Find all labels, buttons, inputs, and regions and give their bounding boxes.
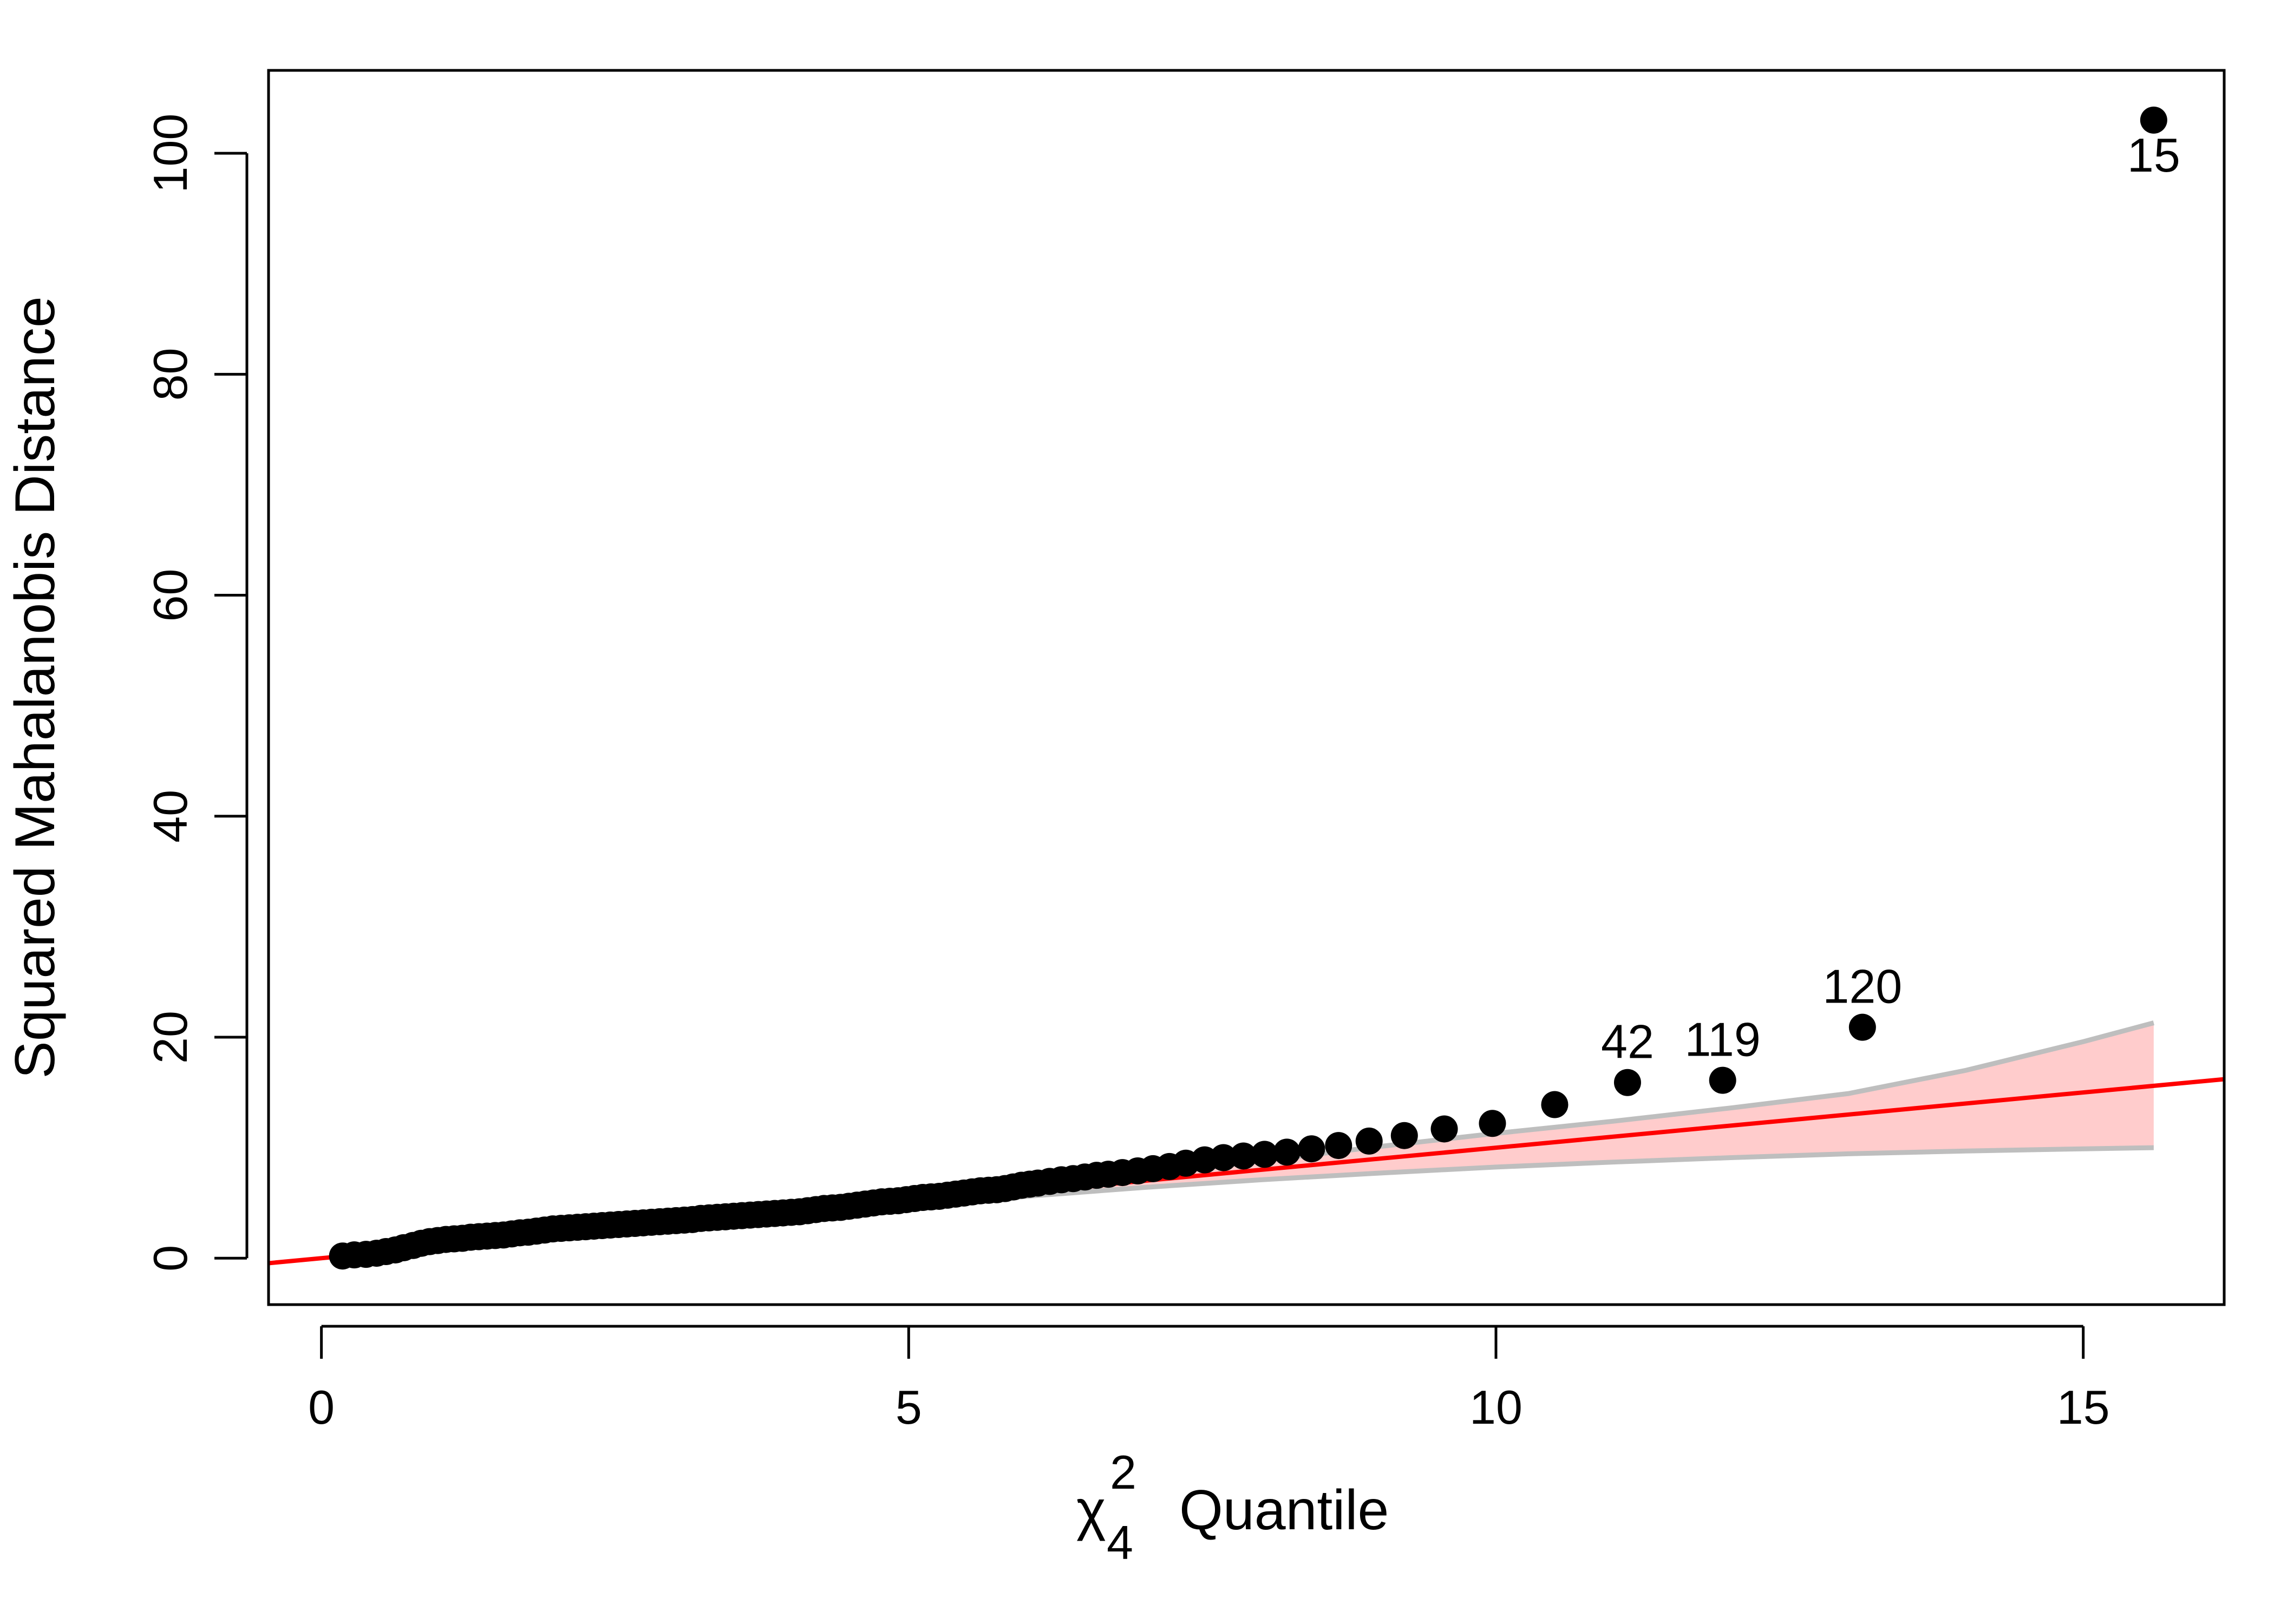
y-axis-tick-label: 80 (143, 348, 197, 401)
data-point (2140, 106, 2167, 134)
x-axis-title-symbol: χ (1076, 1479, 1106, 1542)
x-axis-title-subscript: 4 (1107, 1516, 1133, 1569)
x-axis-title-superscript: 2 (1110, 1445, 1136, 1499)
x-axis-title: χ 2 4 Quantile (1076, 1445, 1389, 1569)
point-label: 119 (1685, 1013, 1761, 1066)
confidence-band-fill (345, 1023, 2154, 1258)
x-axis-tick-label: 5 (896, 1380, 922, 1434)
y-axis-tick-label: 60 (143, 569, 197, 622)
x-axis-tick-label: 10 (1469, 1380, 1522, 1434)
y-axis-tick-label: 40 (143, 790, 197, 843)
y-axis-tick-label: 0 (143, 1245, 197, 1272)
data-point (1541, 1091, 1569, 1118)
data-point (1848, 1013, 1876, 1041)
data-point (1298, 1135, 1325, 1163)
point-labels: 15 120 119 42 (1601, 128, 2180, 1069)
x-axis: 0 5 10 15 (308, 1325, 2110, 1434)
data-point (1390, 1122, 1418, 1149)
x-axis-tick-label: 0 (308, 1380, 335, 1434)
data-point (1430, 1115, 1458, 1143)
data-point (1325, 1132, 1352, 1160)
data-point (1709, 1066, 1736, 1094)
y-axis-tick-label: 100 (143, 114, 197, 193)
data-points (329, 106, 2167, 1270)
data-point (1210, 1144, 1237, 1171)
x-axis-tick-label: 15 (2057, 1380, 2110, 1434)
point-label: 120 (1822, 960, 1902, 1013)
point-label: 15 (2127, 128, 2180, 182)
y-axis-title: Squared Mahalanobis Distance (4, 296, 67, 1078)
y-axis-tick-label: 20 (143, 1011, 197, 1064)
data-point (1479, 1110, 1506, 1137)
plot-frame (267, 69, 2226, 1306)
x-axis-title-text: Quantile (1179, 1479, 1389, 1542)
data-point (1230, 1142, 1257, 1170)
y-axis: 0 20 40 60 80 100 (143, 114, 249, 1272)
point-label: 42 (1601, 1015, 1654, 1069)
data-point (1273, 1138, 1301, 1166)
data-point (1251, 1141, 1278, 1168)
data-point (1613, 1069, 1641, 1096)
data-point (1355, 1127, 1383, 1155)
